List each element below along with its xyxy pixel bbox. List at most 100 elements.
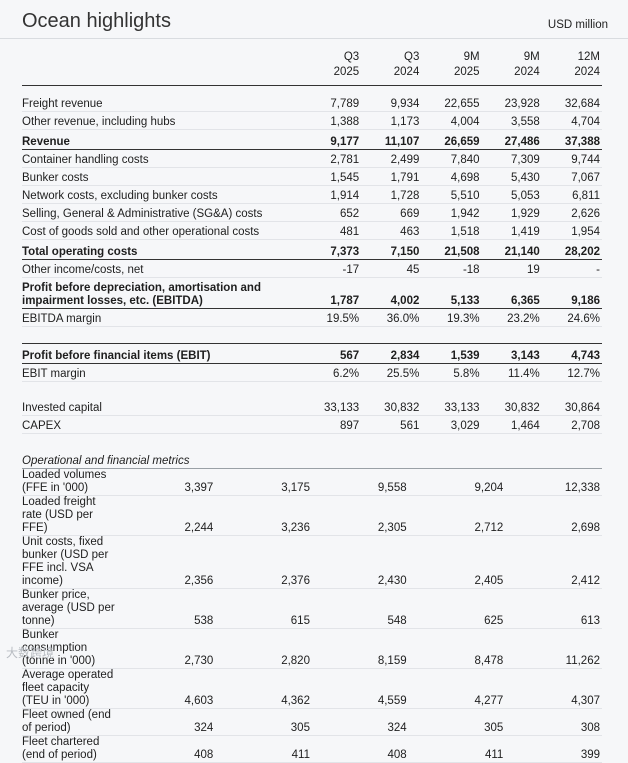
row: Fleet owned (end of period) 324 305 324 305 3…	[22, 708, 602, 736]
cell: 22,655	[421, 94, 482, 112]
cell: 1,942	[421, 203, 482, 222]
cell: 4,362	[215, 668, 312, 709]
watermark: 大数跨境	[6, 646, 55, 660]
cell: 2,820	[215, 628, 312, 669]
cell: 1,173	[361, 111, 422, 130]
cell: 9,204	[408, 468, 506, 496]
row-label: Cost of goods sold and other operational…	[22, 221, 301, 240]
period: Q3	[404, 51, 420, 63]
cell: 2,430	[311, 535, 409, 589]
cell: 11,262	[505, 628, 602, 669]
section-title-row: Operational and financial metrics	[22, 450, 602, 469]
row-label: Bunker costs	[22, 167, 301, 186]
row-label: Unit costs, fixed bunker (USD per FFE in…	[22, 535, 119, 589]
row: Cost of goods sold and other operational…	[22, 221, 602, 240]
cell: 19.3%	[421, 308, 482, 327]
row-label: Total operating costs	[22, 239, 301, 260]
row-label: Profit before depreciation, amortisation…	[22, 277, 301, 309]
row: Average operated fleet capacity (TEU in …	[22, 668, 602, 709]
row-label: Other income/costs, net	[22, 259, 301, 278]
row-label: EBITDA margin	[22, 308, 301, 327]
cell: 2,244	[118, 495, 216, 536]
row: Bunker price, average (USD per tonne) 538…	[22, 588, 602, 629]
year: 2024	[574, 66, 600, 78]
row-label: Fleet chartered (end of period)	[22, 735, 119, 763]
row-label: Freight revenue	[22, 94, 301, 112]
row: CAPEX 897 561 3,029 1,464 2,708	[22, 415, 602, 434]
cell: 30,832	[361, 398, 422, 416]
cell: 652	[300, 203, 362, 222]
cell: 1,929	[481, 203, 542, 222]
cell: -18	[421, 259, 482, 278]
cell: 561	[361, 415, 422, 434]
cell: 2,499	[361, 149, 422, 168]
row: EBITDA margin 19.5% 36.0% 19.3% 23.2% 24.6%	[22, 308, 602, 327]
header-table: Q3 2025 Q3 2024 9M 2025 9M 2024 12M 2024	[22, 44, 602, 86]
cell: 4,277	[408, 668, 506, 709]
row-label: Average operated fleet capacity (TEU in …	[22, 668, 119, 709]
cell: 1,419	[481, 221, 542, 240]
row: Total operating costs 7,373 7,150 21,508 21,…	[22, 239, 602, 260]
row-label: Container handling costs	[22, 149, 301, 168]
cell: 1,539	[421, 343, 482, 364]
cell: 11,107	[361, 129, 422, 150]
cell: 4,698	[421, 167, 482, 186]
row-label: Loaded volumes (FFE in '000)	[22, 468, 119, 496]
cell: 2,376	[215, 535, 312, 589]
cell: 1,787	[300, 277, 362, 309]
cell: 12,338	[505, 468, 602, 496]
cell: 5,510	[421, 185, 482, 204]
cell: 1,791	[361, 167, 422, 186]
section: Profit before financial items (EBIT) 567 2…	[22, 343, 602, 382]
cell: 45	[361, 259, 422, 278]
cell: 2,405	[408, 535, 506, 589]
column-header: 12M 2024	[541, 44, 602, 86]
row: Container handling costs 2,781 2,499 7,840 7…	[22, 149, 602, 168]
cell: 2,712	[408, 495, 506, 536]
cell: 3,175	[215, 468, 312, 496]
cell: 408	[311, 735, 409, 763]
cell: 6,365	[481, 277, 542, 309]
header-row: Q3 2025 Q3 2024 9M 2025 9M 2024 12M 2024	[22, 44, 602, 86]
row-label: Revenue	[22, 129, 301, 150]
cell: 2,708	[541, 415, 602, 434]
cell: 1,388	[300, 111, 362, 130]
cell: 2,412	[505, 535, 602, 589]
title: Ocean highlights	[22, 10, 171, 32]
cell: 538	[118, 588, 216, 629]
cell: 9,558	[311, 468, 409, 496]
row: Selling, General & Administrative (SG&A)…	[22, 203, 602, 222]
cell: 305	[215, 708, 312, 736]
cell: 12.7%	[541, 363, 602, 382]
row-label: EBIT margin	[22, 363, 301, 382]
row: Loaded volumes (FFE in '000) 3,397 3,175 9,…	[22, 468, 602, 496]
cell: 21,508	[421, 239, 482, 260]
section-title: Operational and financial metrics	[22, 450, 602, 469]
cell: 399	[505, 735, 602, 763]
column-header: Q3 2025	[300, 44, 362, 86]
cell: 1,518	[421, 221, 482, 240]
cell: 481	[300, 221, 362, 240]
cell: 2,730	[118, 628, 216, 669]
cell: 3,236	[215, 495, 312, 536]
cell: 23,928	[481, 94, 542, 112]
cell: 567	[300, 343, 362, 364]
cell: 2,834	[361, 343, 422, 364]
cell: 5,430	[481, 167, 542, 186]
row: Revenue 9,177 11,107 26,659 27,486 37,388	[22, 129, 602, 150]
cell: 2,698	[505, 495, 602, 536]
row-label: Profit before financial items (EBIT)	[22, 343, 301, 364]
cell: 3,558	[481, 111, 542, 130]
cell: 625	[408, 588, 506, 629]
cell: 24.6%	[541, 308, 602, 327]
section: Invested capital 33,133 30,832 33,133 30,832…	[22, 398, 602, 434]
cell: 9,186	[541, 277, 602, 309]
row-label: Selling, General & Administrative (SG&A)…	[22, 203, 301, 222]
row: Fleet chartered (end of period) 408 411 408…	[22, 735, 602, 763]
cell: 6,811	[541, 185, 602, 204]
cell: 21,140	[481, 239, 542, 260]
cell: 2,356	[118, 535, 216, 589]
row: Loaded freight rate (USD per FFE) 2,244 3,…	[22, 495, 602, 536]
row: Invested capital 33,133 30,832 33,133 30,832…	[22, 398, 602, 416]
cell: 8,478	[408, 628, 506, 669]
